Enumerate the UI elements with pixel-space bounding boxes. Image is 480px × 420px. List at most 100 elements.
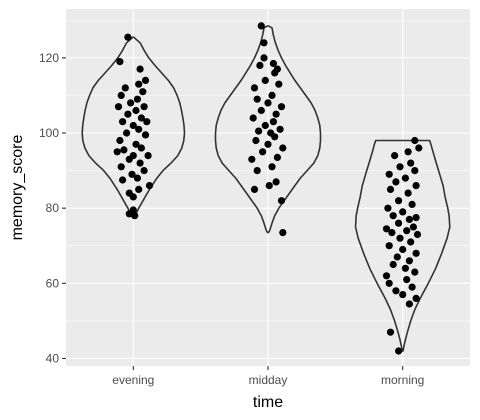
data-point-evening	[139, 88, 147, 96]
data-point-midday	[250, 185, 259, 193]
data-point-evening	[125, 155, 133, 163]
data-point-morning	[388, 229, 396, 237]
data-point-evening	[129, 206, 137, 214]
data-point-midday	[261, 76, 269, 84]
data-point-evening	[120, 146, 128, 154]
data-point-midday	[250, 84, 259, 92]
data-point-evening	[140, 167, 148, 175]
data-point-evening	[119, 176, 127, 184]
data-point-midday	[248, 155, 256, 163]
data-point-evening	[137, 144, 145, 152]
data-point-morning	[395, 219, 403, 227]
x-tick-label-morning: morning	[381, 373, 424, 387]
data-point-evening	[124, 110, 132, 118]
data-point-morning	[408, 283, 416, 291]
data-point-evening	[132, 106, 140, 115]
data-point-evening	[121, 84, 129, 92]
data-point-morning	[412, 294, 420, 302]
data-point-evening	[114, 103, 123, 111]
data-point-evening	[136, 159, 144, 167]
violin-midday	[214, 25, 322, 234]
data-point-morning	[385, 242, 393, 250]
data-point-midday	[267, 129, 275, 137]
y-tick-label: 100	[39, 126, 59, 140]
data-point-evening	[119, 118, 127, 126]
data-point-morning	[391, 152, 399, 160]
data-point-morning	[403, 276, 411, 284]
data-point-morning	[399, 245, 407, 254]
data-point-midday	[255, 127, 263, 135]
x-tick-label-midday: midday	[249, 373, 288, 387]
data-point-midday	[279, 229, 287, 237]
data-point-evening	[124, 33, 132, 41]
data-point-morning	[385, 279, 393, 287]
data-point-midday	[277, 197, 286, 205]
data-point-evening	[132, 140, 140, 148]
data-point-morning	[382, 272, 391, 280]
data-point-midday	[256, 61, 264, 69]
point-layer	[113, 22, 423, 355]
data-point-morning	[412, 214, 420, 222]
data-point-evening	[141, 131, 150, 139]
data-point-midday	[259, 148, 267, 156]
data-point-evening	[137, 114, 145, 122]
data-point-midday	[273, 65, 281, 73]
data-point-evening	[116, 136, 124, 145]
data-point-morning	[386, 328, 395, 336]
data-point-evening	[113, 148, 121, 156]
data-point-midday	[269, 59, 277, 68]
data-point-morning	[412, 182, 420, 190]
data-point-midday	[249, 114, 257, 122]
data-point-morning	[389, 212, 397, 220]
data-point-midday	[277, 103, 286, 111]
y-axis: 40 60 80 100 120	[39, 51, 66, 365]
data-point-midday	[260, 54, 268, 62]
data-point-morning	[411, 167, 419, 175]
y-tick-label: 80	[46, 201, 60, 215]
data-point-morning	[392, 287, 400, 295]
data-point-morning	[395, 347, 403, 355]
x-axis-title: time	[253, 394, 283, 411]
data-point-midday	[257, 106, 265, 115]
data-point-morning	[392, 178, 400, 186]
data-point-morning	[401, 264, 409, 272]
data-point-morning	[403, 227, 411, 235]
data-point-evening	[145, 182, 154, 190]
data-point-morning	[389, 260, 397, 269]
y-tick-label: 40	[46, 351, 60, 365]
data-point-evening	[140, 103, 148, 111]
data-point-morning	[415, 144, 423, 152]
data-point-morning	[411, 268, 419, 276]
data-point-evening	[133, 174, 141, 182]
data-point-morning	[399, 291, 407, 299]
violin-evening	[81, 36, 186, 219]
data-point-morning	[384, 204, 392, 212]
data-point-midday	[276, 125, 284, 133]
data-point-midday	[268, 163, 276, 171]
data-point-evening	[129, 121, 137, 130]
data-point-morning	[413, 230, 422, 239]
data-point-midday	[275, 80, 283, 88]
data-point-evening	[127, 99, 135, 107]
data-point-midday	[260, 39, 268, 47]
data-point-morning	[393, 253, 401, 261]
data-point-midday	[279, 144, 287, 152]
data-point-evening	[141, 76, 150, 84]
data-point-morning	[405, 215, 413, 223]
data-point-morning	[386, 185, 395, 193]
grid-lines	[66, 9, 470, 366]
data-point-evening	[117, 163, 125, 171]
data-point-midday	[253, 167, 261, 175]
data-point-midday	[273, 153, 281, 161]
data-point-evening	[135, 185, 143, 193]
data-point-morning	[396, 234, 404, 242]
y-tick-label: 120	[39, 51, 59, 65]
data-point-evening	[143, 118, 151, 126]
data-point-morning	[407, 159, 415, 167]
data-point-evening	[144, 152, 152, 160]
data-point-morning	[401, 174, 409, 182]
x-axis: evening midday morning	[112, 366, 424, 387]
data-point-morning	[385, 170, 393, 178]
data-point-evening	[117, 91, 125, 99]
